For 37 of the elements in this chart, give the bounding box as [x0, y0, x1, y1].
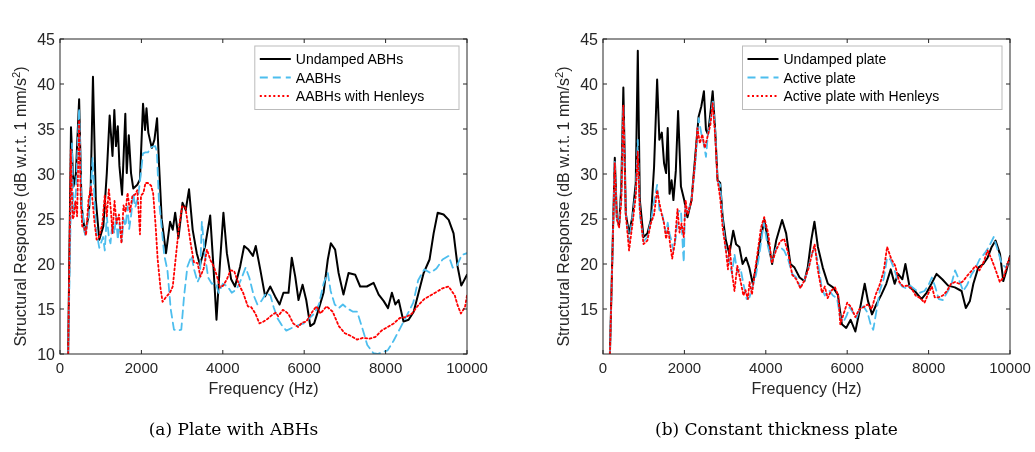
y-tick-label: 25: [37, 210, 56, 228]
x-tick-label: 6000: [830, 359, 864, 376]
x-tick-label: 0: [55, 359, 65, 376]
y-tick-label: 45: [37, 30, 56, 48]
y-tick-label: 25: [580, 210, 599, 228]
x-tick-label: 2000: [124, 359, 159, 376]
y-tick-label: 20: [580, 255, 599, 273]
x-axis-title: Frequency (Hz): [208, 380, 319, 397]
y-tick-label: 15: [37, 300, 56, 318]
y-tick-label: 35: [37, 120, 56, 138]
x-axis-title: Frequency (Hz): [751, 380, 862, 397]
y-tick-label: 45: [580, 30, 599, 48]
x-tick-label: 10000: [989, 359, 1031, 376]
x-tick-label: 4000: [206, 359, 240, 376]
y-tick-label: 40: [580, 75, 599, 93]
legend-label: Undamped plate: [783, 51, 887, 67]
x-tick-label: 0: [598, 359, 608, 376]
x-tick-label: 10000: [446, 359, 488, 376]
x-tick-label: 4000: [749, 359, 783, 376]
y-tick-label: 30: [580, 165, 599, 183]
x-tick-label: 8000: [368, 359, 403, 376]
y-tick-label: 15: [580, 300, 599, 318]
legend-label: AABHs: [295, 69, 341, 86]
legend-label: Active plate with Henleys: [783, 88, 940, 104]
y-tick-label: 30: [37, 165, 56, 183]
text: (a) Plate with ABHs: [148, 419, 319, 439]
x-tick-label: 6000: [287, 359, 321, 376]
y-tick-label: 35: [580, 120, 599, 138]
legend-label: AABHs with Henleys: [295, 88, 425, 104]
legend-label: Active plate: [783, 69, 857, 86]
x-tick-label: 8000: [911, 359, 946, 376]
y-tick-label: 40: [37, 75, 56, 93]
legend-label: Undamped ABHs: [295, 51, 404, 67]
y-tick-label: 10: [37, 345, 56, 363]
text: (b) Constant thickness plate: [655, 419, 898, 439]
y-tick-label: 20: [37, 255, 56, 273]
x-tick-label: 2000: [667, 359, 702, 376]
